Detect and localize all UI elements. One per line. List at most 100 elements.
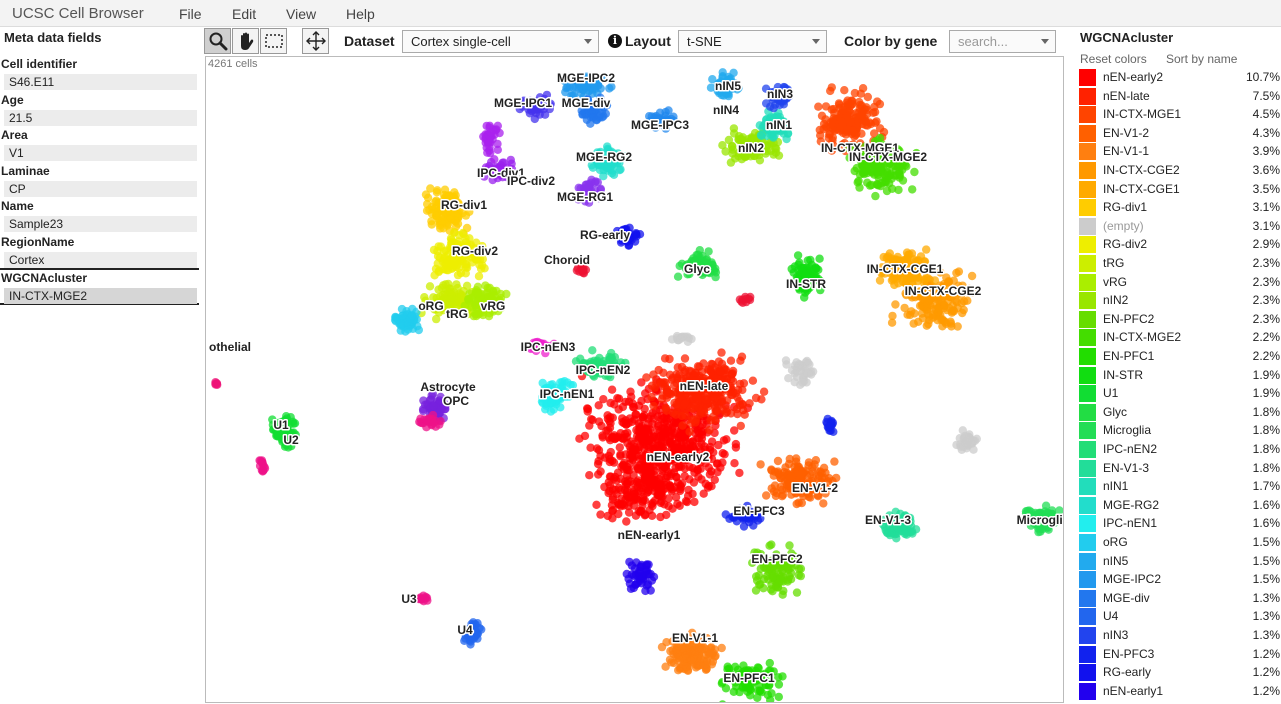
legend-item[interactable]: RG-early 1.2% [1074, 663, 1281, 682]
cell-dot[interactable] [657, 642, 667, 652]
cell-dot[interactable] [669, 408, 678, 418]
legend-item[interactable]: nEN-early2 10.7% [1074, 68, 1281, 86]
cell-dot[interactable] [624, 508, 634, 517]
cell-dot[interactable] [613, 394, 622, 403]
cell-dot[interactable] [958, 281, 967, 290]
cell-dot[interactable] [820, 483, 829, 492]
cell-dot[interactable] [718, 82, 727, 91]
cell-dot[interactable] [832, 473, 841, 483]
cell-dot[interactable] [887, 318, 897, 327]
cell-dot[interactable] [763, 690, 772, 700]
cell-dot[interactable] [803, 484, 812, 493]
cell-dot[interactable] [432, 314, 441, 324]
cell-dot[interactable] [816, 285, 825, 295]
legend-color-swatch[interactable] [1079, 199, 1096, 217]
cell-dot[interactable] [787, 366, 797, 375]
cell-dot[interactable] [773, 583, 782, 592]
cell-dot[interactable] [774, 126, 783, 135]
cluster-label[interactable]: MGE-div [560, 95, 612, 112]
cell-dot[interactable] [642, 469, 651, 479]
cell-dot[interactable] [641, 432, 650, 441]
cell-dot[interactable] [759, 387, 769, 396]
cell-dot[interactable] [820, 474, 829, 483]
cell-dot[interactable] [910, 167, 919, 177]
cell-dot[interactable] [756, 460, 765, 469]
cluster-label[interactable]: nIN3 [765, 86, 794, 103]
cell-dot[interactable] [791, 488, 800, 498]
legend-color-swatch[interactable] [1079, 385, 1096, 403]
cluster-label[interactable]: U4 [456, 622, 475, 639]
cluster-label[interactable]: IPC-nEN3 [519, 339, 577, 356]
cluster-label[interactable]: Astrocyte [419, 379, 478, 396]
cell-dot[interactable] [668, 637, 677, 646]
cell-dot[interactable] [751, 586, 761, 595]
cell-dot[interactable] [582, 180, 591, 189]
cell-dot[interactable] [554, 393, 564, 403]
cell-dot[interactable] [453, 270, 463, 280]
cell-dot[interactable] [481, 281, 490, 290]
cell-dot[interactable] [754, 663, 763, 673]
cell-dot[interactable] [597, 421, 606, 431]
cell-dot[interactable] [900, 303, 909, 313]
cell-dot[interactable] [685, 427, 694, 436]
legend-color-swatch[interactable] [1079, 180, 1096, 198]
legend-color-swatch[interactable] [1079, 534, 1096, 551]
cell-dot[interactable] [787, 558, 796, 568]
cell-dot[interactable] [436, 224, 445, 233]
cell-dot[interactable] [689, 444, 699, 453]
cell-dot[interactable] [665, 354, 674, 364]
cell-dot[interactable] [478, 310, 488, 320]
cell-dot[interactable] [437, 217, 446, 226]
cell-dot[interactable] [803, 368, 813, 378]
cell-dot[interactable] [706, 83, 716, 92]
cell-dot[interactable] [898, 522, 907, 531]
legend-item[interactable]: IPC-nEN2 1.8% [1074, 440, 1281, 458]
cell-dot[interactable] [891, 300, 900, 309]
cell-dot[interactable] [913, 257, 922, 266]
cell-dot[interactable] [642, 373, 651, 382]
cell-dot[interactable] [464, 294, 473, 304]
cell-dot[interactable] [967, 271, 977, 281]
cell-dot[interactable] [426, 184, 435, 193]
cell-dot[interactable] [787, 472, 796, 481]
cell-dot[interactable] [792, 454, 801, 463]
cell-dot[interactable] [861, 142, 870, 151]
legend-item[interactable]: MGE-IPC2 1.5% [1074, 570, 1281, 589]
legend-item[interactable]: IN-CTX-CGE1 3.5% [1074, 180, 1281, 198]
cell-dot[interactable] [723, 662, 732, 671]
cell-dot[interactable] [697, 263, 707, 272]
cell-dot[interactable] [446, 234, 456, 243]
cell-dot[interactable] [492, 286, 501, 296]
cell-dot[interactable] [792, 588, 802, 597]
cell-dot[interactable] [794, 564, 804, 574]
cell-dot[interactable] [444, 203, 453, 212]
cell-dot[interactable] [1034, 527, 1043, 537]
cell-dot[interactable] [398, 311, 408, 320]
cell-dot[interactable] [809, 271, 819, 280]
cell-dot[interactable] [796, 470, 805, 479]
cell-dot[interactable] [696, 660, 705, 670]
legend-color-swatch[interactable] [1079, 627, 1096, 644]
cell-dot[interactable] [479, 132, 488, 141]
cell-dot[interactable] [908, 185, 917, 194]
cell-dot[interactable] [880, 150, 890, 159]
cell-dot[interactable] [614, 405, 623, 414]
cell-dot[interactable] [697, 430, 707, 439]
cell-dot[interactable] [626, 387, 635, 396]
cell-dot[interactable] [785, 541, 794, 550]
cell-dot[interactable] [459, 251, 469, 260]
cell-dot[interactable] [461, 211, 471, 220]
legend-item[interactable]: EN-PFC1 2.2% [1074, 347, 1281, 365]
cluster-label[interactable]: nEN-early1 [616, 527, 682, 544]
cell-dot[interactable] [727, 390, 736, 399]
cell-dot[interactable] [863, 178, 872, 187]
cell-dot[interactable] [437, 283, 447, 293]
cell-dot[interactable] [593, 100, 603, 110]
cell-dot[interactable] [908, 279, 917, 288]
cell-dot[interactable] [396, 319, 405, 328]
cell-dot[interactable] [753, 693, 762, 702]
cluster-label[interactable]: nIN5 [713, 78, 742, 95]
cell-dot[interactable] [767, 124, 776, 133]
cell-dot[interactable] [289, 419, 298, 428]
cell-dot[interactable] [699, 635, 708, 644]
